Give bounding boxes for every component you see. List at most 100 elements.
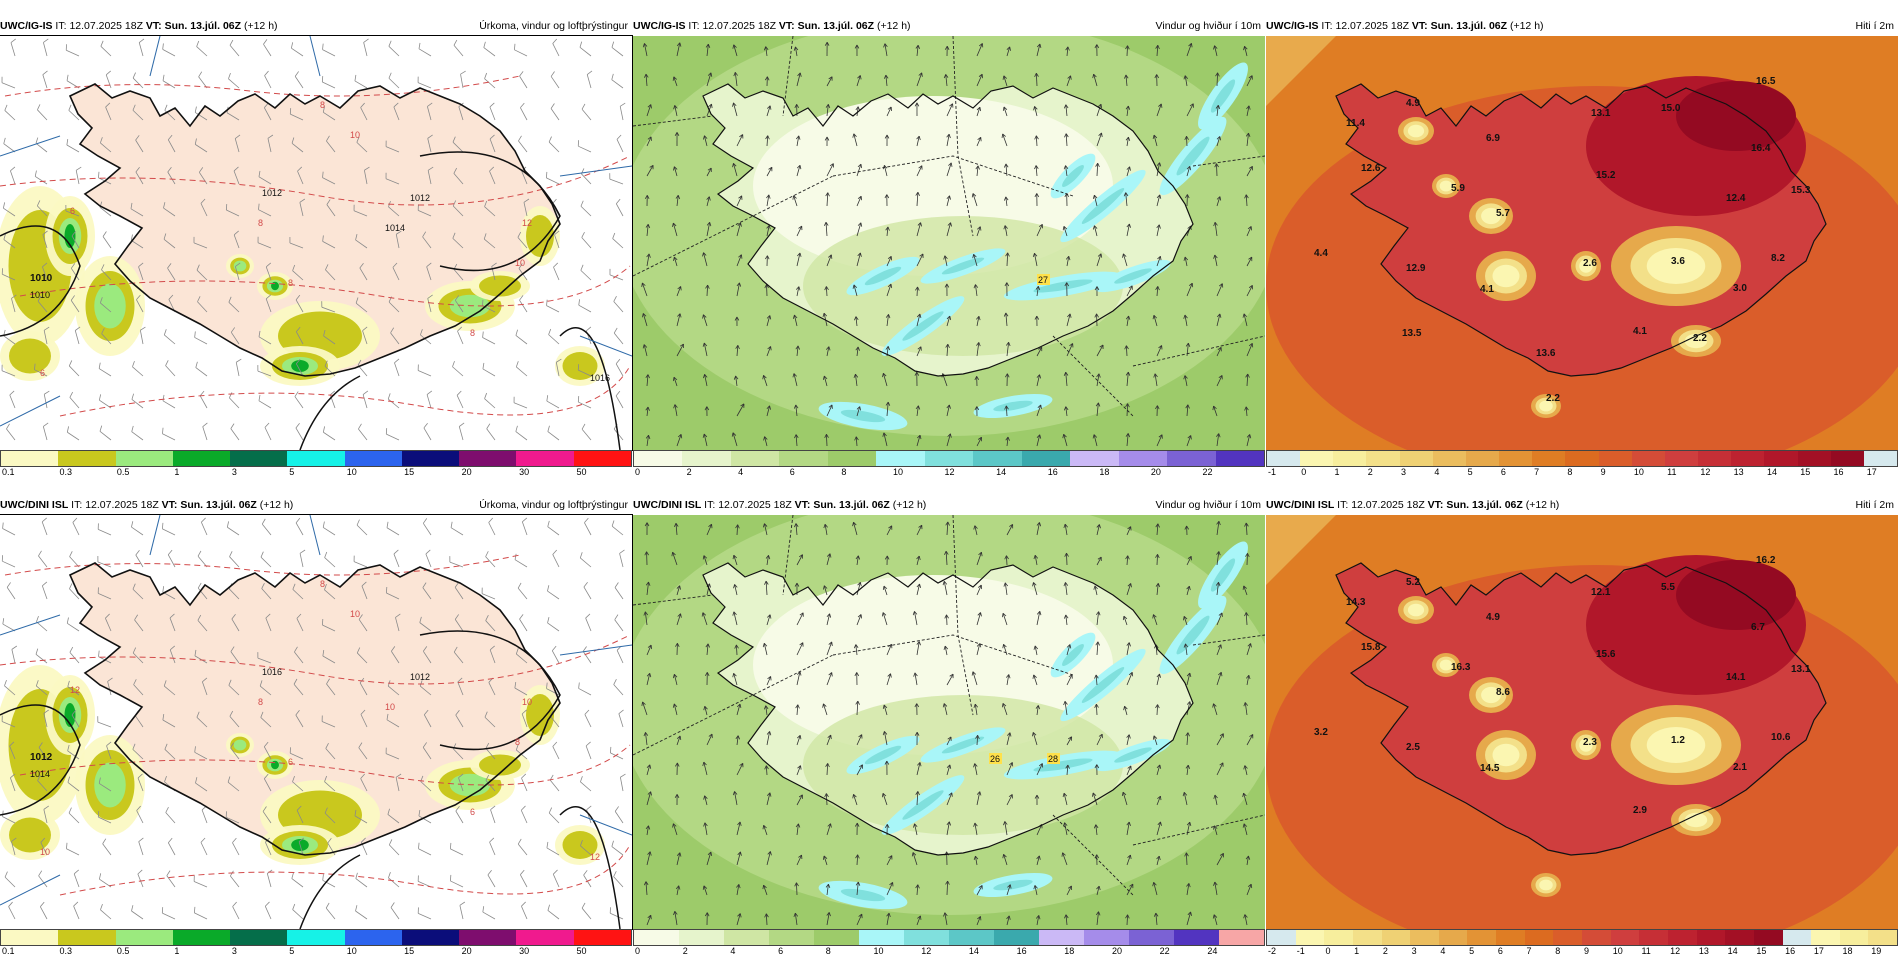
colorbar-tick-label: 4 — [730, 946, 735, 956]
colorbar-tick-label: 10 — [347, 467, 357, 477]
colorbar-swatch — [925, 451, 973, 466]
colorbar-swatches — [0, 929, 632, 946]
map-canvas[interactable]: 27 — [633, 36, 1265, 450]
valid-value: Sun. 13.júl. 06Z — [165, 20, 241, 32]
panel-header: UWC/IG-IS IT: 12.07.2025 18Z VT: Sun. 13… — [633, 18, 1265, 34]
colorbar-swatch — [459, 930, 516, 945]
colorbar-swatch — [1611, 930, 1640, 945]
panel-wind-dini: UWC/DINI ISL IT: 12.07.2025 18Z VT: Sun.… — [633, 497, 1265, 955]
colorbar-swatch — [876, 451, 924, 466]
colorbar-swatch — [1084, 930, 1129, 945]
colorbar-swatch — [1353, 930, 1382, 945]
wind-arrow — [651, 915, 652, 919]
colorbar-swatch — [1439, 930, 1468, 945]
temperature-value: 10.6 — [1771, 732, 1791, 743]
temperature-value: 3.2 — [1314, 727, 1328, 738]
valid-label: VT: — [779, 20, 795, 32]
pressure-label: 1010 — [30, 290, 50, 300]
colorbar-tick-label: 10 — [1613, 946, 1623, 956]
colorbar-tick-label: 1 — [1335, 467, 1340, 477]
valid-value: Sun. 13.júl. 06Z — [180, 499, 256, 511]
colorbar-tick-label: 0.5 — [117, 946, 130, 956]
colorbar-tick-label: 12 — [921, 946, 931, 956]
colorbar-swatch — [1296, 930, 1325, 945]
temperature-contour-label: 8 — [320, 579, 325, 589]
colorbar-swatch — [904, 930, 949, 945]
wind-arrow — [1221, 645, 1222, 649]
pressure-label: 1012 — [30, 752, 53, 763]
colorbar-tick-label: 18 — [1843, 946, 1853, 956]
model-name: UWC/DINI ISL — [633, 499, 701, 511]
temperature-contour-label: 12 — [70, 685, 80, 695]
valid-value: Sun. 13.júl. 06Z — [1446, 499, 1522, 511]
temperature-contour-label: 12 — [522, 218, 532, 228]
colorbar-swatches — [1266, 450, 1898, 467]
colorbar-tick-label: 7 — [1527, 946, 1532, 956]
colorbar-tick-label: 0 — [1301, 467, 1306, 477]
colorbar-tick-label: 6 — [1498, 946, 1503, 956]
colorbar-swatch — [1, 451, 58, 466]
colorbar-swatch — [994, 930, 1039, 945]
valid-value: Sun. 13.júl. 06Z — [813, 499, 889, 511]
temperature-contour-label: 10 — [350, 130, 360, 140]
temperature-value: 16.5 — [1756, 76, 1776, 87]
temperature-contour-label: 10 — [515, 258, 525, 268]
colorbar-swatch — [1599, 451, 1632, 466]
colorbar-swatch — [814, 930, 859, 945]
colorbar-swatch — [1333, 451, 1366, 466]
colorbar-swatch — [516, 451, 573, 466]
colorbar-tick-label: 22 — [1160, 946, 1170, 956]
colorbar-swatch — [173, 930, 230, 945]
temperature-contour-label: 6 — [70, 206, 75, 216]
colorbar-tick-label: 19 — [1871, 946, 1881, 956]
wind-arrow — [771, 346, 772, 350]
temperature-value: 12.9 — [1406, 263, 1426, 274]
temperature-value: 14.1 — [1726, 672, 1746, 683]
colorbar-tick-label: 17 — [1814, 946, 1824, 956]
colorbar-swatch — [345, 451, 402, 466]
panel-header: UWC/DINI ISL IT: 12.07.2025 18Z VT: Sun.… — [1266, 497, 1898, 513]
colorbar-swatch — [1366, 451, 1399, 466]
valid-value: Sun. 13.júl. 06Z — [798, 20, 874, 32]
colorbar-tick-label: 0 — [635, 467, 640, 477]
colorbar-tick-label: 1 — [174, 946, 179, 956]
map-area[interactable]: 27 — [633, 36, 1265, 450]
colorbar-tick-label: 15 — [404, 467, 414, 477]
colorbar-swatch — [1216, 451, 1264, 466]
wind-arrow — [946, 615, 947, 625]
colorbar-swatch — [1639, 930, 1668, 945]
valid-label: VT: — [795, 499, 811, 511]
colorbar-tick-label: 17 — [1867, 467, 1877, 477]
wind-arrow — [832, 672, 833, 676]
wind-arrow — [1251, 884, 1252, 888]
colorbar-swatch — [116, 930, 173, 945]
wind-arrow — [1216, 164, 1217, 176]
colorbar-swatch — [1499, 451, 1532, 466]
wind-arrow — [1157, 554, 1158, 565]
cold-area — [1408, 604, 1424, 617]
colorbar-swatch — [1, 930, 58, 945]
colorbar-tick-label: -2 — [1268, 946, 1276, 956]
colorbar-swatch — [1267, 451, 1300, 466]
temperature-value: 14.5 — [1480, 763, 1500, 774]
colorbar-tick-label: 16 — [1833, 467, 1843, 477]
temperature-value: 13.6 — [1536, 348, 1556, 359]
temperature-value: 2.5 — [1406, 742, 1420, 753]
colorbar-tick-label: 3 — [232, 946, 237, 956]
colorbar-tick-label: 20 — [1151, 467, 1161, 477]
colorbar-tick-label: 1 — [1354, 946, 1359, 956]
temperature-contour-label: 10 — [522, 697, 532, 707]
temperature-value: 4.9 — [1406, 98, 1420, 109]
